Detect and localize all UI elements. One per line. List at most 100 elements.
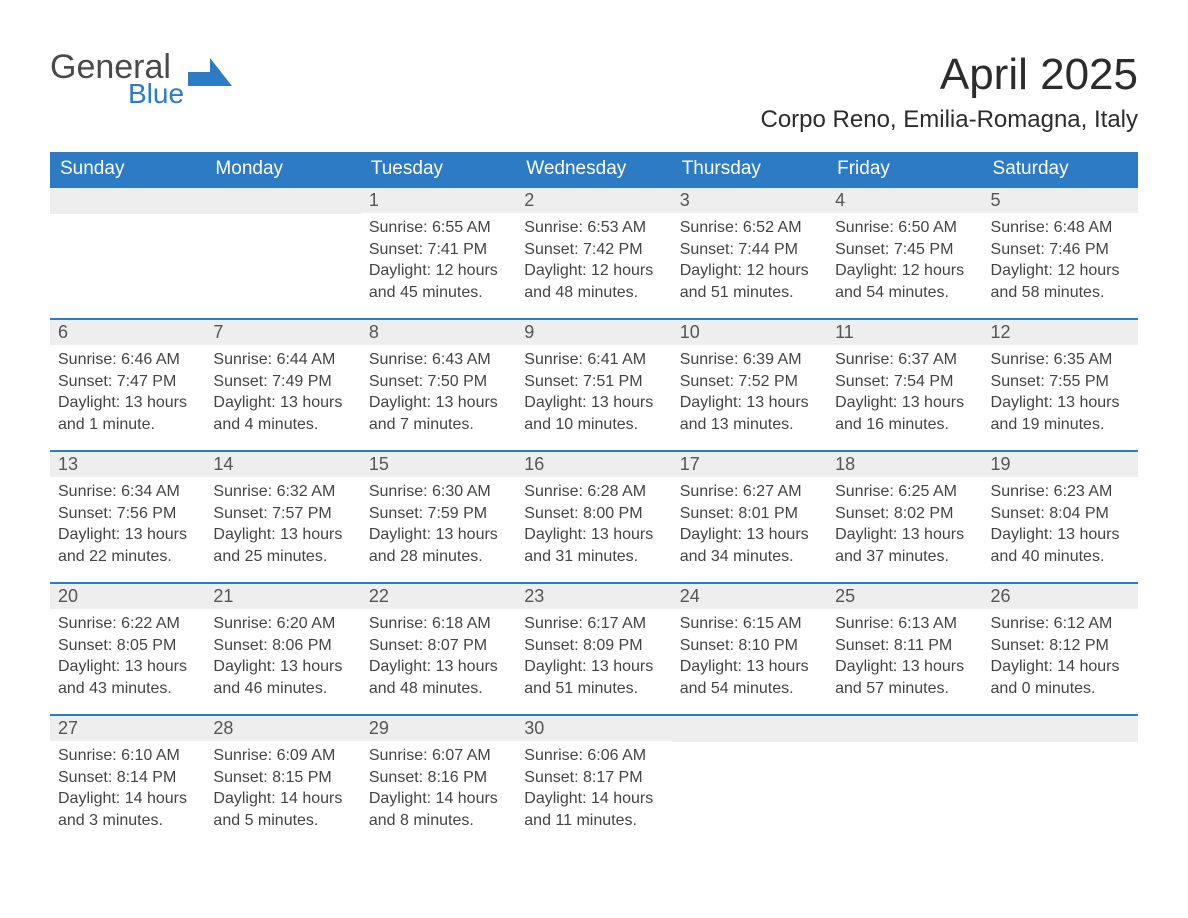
daylight-text: Daylight: 13 hours and 4 minutes. [213, 392, 352, 435]
daylight-text: Daylight: 12 hours and 54 minutes. [835, 260, 974, 303]
day-cell: 10Sunrise: 6:39 AMSunset: 7:52 PMDayligh… [672, 320, 827, 450]
day-number [983, 716, 1138, 742]
day-number: 20 [50, 584, 205, 609]
sunrise-text: Sunrise: 6:27 AM [680, 481, 819, 503]
sunrise-text: Sunrise: 6:39 AM [680, 349, 819, 371]
day-cell: 2Sunrise: 6:53 AMSunset: 7:42 PMDaylight… [516, 188, 671, 318]
calendar-week: 6Sunrise: 6:46 AMSunset: 7:47 PMDaylight… [50, 318, 1138, 450]
day-cell: 11Sunrise: 6:37 AMSunset: 7:54 PMDayligh… [827, 320, 982, 450]
calendar-week: 1Sunrise: 6:55 AMSunset: 7:41 PMDaylight… [50, 186, 1138, 318]
calendar-week: 20Sunrise: 6:22 AMSunset: 8:05 PMDayligh… [50, 582, 1138, 714]
sunrise-text: Sunrise: 6:06 AM [524, 745, 663, 767]
day-body: Sunrise: 6:22 AMSunset: 8:05 PMDaylight:… [50, 609, 205, 705]
day-number: 21 [205, 584, 360, 609]
daylight-text: Daylight: 13 hours and 48 minutes. [369, 656, 508, 699]
day-cell: 12Sunrise: 6:35 AMSunset: 7:55 PMDayligh… [983, 320, 1138, 450]
sunset-text: Sunset: 7:41 PM [369, 239, 508, 261]
sunset-text: Sunset: 8:17 PM [524, 767, 663, 789]
day-number: 7 [205, 320, 360, 345]
sunset-text: Sunset: 8:10 PM [680, 635, 819, 657]
day-number: 22 [361, 584, 516, 609]
sunset-text: Sunset: 8:04 PM [991, 503, 1130, 525]
day-number: 3 [672, 188, 827, 213]
sunset-text: Sunset: 7:55 PM [991, 371, 1130, 393]
day-number: 2 [516, 188, 671, 213]
day-body: Sunrise: 6:07 AMSunset: 8:16 PMDaylight:… [361, 741, 516, 837]
calendar-body: 1Sunrise: 6:55 AMSunset: 7:41 PMDaylight… [50, 186, 1138, 846]
day-number: 9 [516, 320, 671, 345]
day-cell [672, 716, 827, 846]
sunrise-text: Sunrise: 6:55 AM [369, 217, 508, 239]
sunrise-text: Sunrise: 6:09 AM [213, 745, 352, 767]
day-cell: 30Sunrise: 6:06 AMSunset: 8:17 PMDayligh… [516, 716, 671, 846]
sunrise-text: Sunrise: 6:37 AM [835, 349, 974, 371]
day-number: 16 [516, 452, 671, 477]
daylight-text: Daylight: 14 hours and 8 minutes. [369, 788, 508, 831]
day-body: Sunrise: 6:39 AMSunset: 7:52 PMDaylight:… [672, 345, 827, 441]
day-cell: 16Sunrise: 6:28 AMSunset: 8:00 PMDayligh… [516, 452, 671, 582]
weekday-header: Friday [827, 152, 982, 186]
sunset-text: Sunset: 8:02 PM [835, 503, 974, 525]
day-body: Sunrise: 6:06 AMSunset: 8:17 PMDaylight:… [516, 741, 671, 837]
title-block: April 2025 Corpo Reno, Emilia-Romagna, I… [761, 50, 1139, 144]
day-body: Sunrise: 6:35 AMSunset: 7:55 PMDaylight:… [983, 345, 1138, 441]
daylight-text: Daylight: 13 hours and 54 minutes. [680, 656, 819, 699]
sunset-text: Sunset: 8:01 PM [680, 503, 819, 525]
sunset-text: Sunset: 7:52 PM [680, 371, 819, 393]
sunrise-text: Sunrise: 6:48 AM [991, 217, 1130, 239]
day-body: Sunrise: 6:53 AMSunset: 7:42 PMDaylight:… [516, 213, 671, 309]
logo-flag-icon [188, 58, 232, 86]
day-cell [205, 188, 360, 318]
day-cell: 9Sunrise: 6:41 AMSunset: 7:51 PMDaylight… [516, 320, 671, 450]
day-number: 26 [983, 584, 1138, 609]
sunset-text: Sunset: 7:46 PM [991, 239, 1130, 261]
day-body: Sunrise: 6:28 AMSunset: 8:00 PMDaylight:… [516, 477, 671, 573]
sunrise-text: Sunrise: 6:44 AM [213, 349, 352, 371]
day-number: 13 [50, 452, 205, 477]
daylight-text: Daylight: 14 hours and 5 minutes. [213, 788, 352, 831]
day-body: Sunrise: 6:09 AMSunset: 8:15 PMDaylight:… [205, 741, 360, 837]
day-cell: 1Sunrise: 6:55 AMSunset: 7:41 PMDaylight… [361, 188, 516, 318]
daylight-text: Daylight: 14 hours and 11 minutes. [524, 788, 663, 831]
day-cell: 13Sunrise: 6:34 AMSunset: 7:56 PMDayligh… [50, 452, 205, 582]
day-cell: 28Sunrise: 6:09 AMSunset: 8:15 PMDayligh… [205, 716, 360, 846]
day-cell: 7 Sunrise: 6:44 AMSunset: 7:49 PMDaylight… [205, 320, 360, 450]
day-cell [50, 188, 205, 318]
weekday-header: Monday [205, 152, 360, 186]
daylight-text: Daylight: 13 hours and 22 minutes. [58, 524, 197, 567]
day-body: Sunrise: 6:32 AMSunset: 7:57 PMDaylight:… [205, 477, 360, 573]
day-body: Sunrise: 6:12 AMSunset: 8:12 PMDaylight:… [983, 609, 1138, 705]
day-cell [983, 716, 1138, 846]
weekday-header-row: SundayMondayTuesdayWednesdayThursdayFrid… [50, 152, 1138, 186]
day-cell: 15Sunrise: 6:30 AMSunset: 7:59 PMDayligh… [361, 452, 516, 582]
sunset-text: Sunset: 8:12 PM [991, 635, 1130, 657]
day-number [205, 188, 360, 214]
day-cell: 27Sunrise: 6:10 AMSunset: 8:14 PMDayligh… [50, 716, 205, 846]
sunset-text: Sunset: 7:49 PM [213, 371, 352, 393]
day-body: Sunrise: 6:37 AMSunset: 7:54 PMDaylight:… [827, 345, 982, 441]
sunset-text: Sunset: 8:07 PM [369, 635, 508, 657]
sunset-text: Sunset: 7:54 PM [835, 371, 974, 393]
sunrise-text: Sunrise: 6:46 AM [58, 349, 197, 371]
day-cell: 8Sunrise: 6:43 AMSunset: 7:50 PMDaylight… [361, 320, 516, 450]
weekday-header: Wednesday [516, 152, 671, 186]
sunrise-text: Sunrise: 6:25 AM [835, 481, 974, 503]
day-body: Sunrise: 6:18 AMSunset: 8:07 PMDaylight:… [361, 609, 516, 705]
daylight-text: Daylight: 13 hours and 57 minutes. [835, 656, 974, 699]
day-number: 23 [516, 584, 671, 609]
calendar-week: 27Sunrise: 6:10 AMSunset: 8:14 PMDayligh… [50, 714, 1138, 846]
weekday-header: Thursday [672, 152, 827, 186]
sunset-text: Sunset: 7:44 PM [680, 239, 819, 261]
daylight-text: Daylight: 13 hours and 31 minutes. [524, 524, 663, 567]
day-number: 24 [672, 584, 827, 609]
day-cell [827, 716, 982, 846]
sunset-text: Sunset: 7:51 PM [524, 371, 663, 393]
day-body: Sunrise: 6:30 AMSunset: 7:59 PMDaylight:… [361, 477, 516, 573]
sunset-text: Sunset: 8:05 PM [58, 635, 197, 657]
daylight-text: Daylight: 13 hours and 43 minutes. [58, 656, 197, 699]
sunrise-text: Sunrise: 6:18 AM [369, 613, 508, 635]
day-number: 14 [205, 452, 360, 477]
sunset-text: Sunset: 7:45 PM [835, 239, 974, 261]
day-number: 25 [827, 584, 982, 609]
day-number: 17 [672, 452, 827, 477]
